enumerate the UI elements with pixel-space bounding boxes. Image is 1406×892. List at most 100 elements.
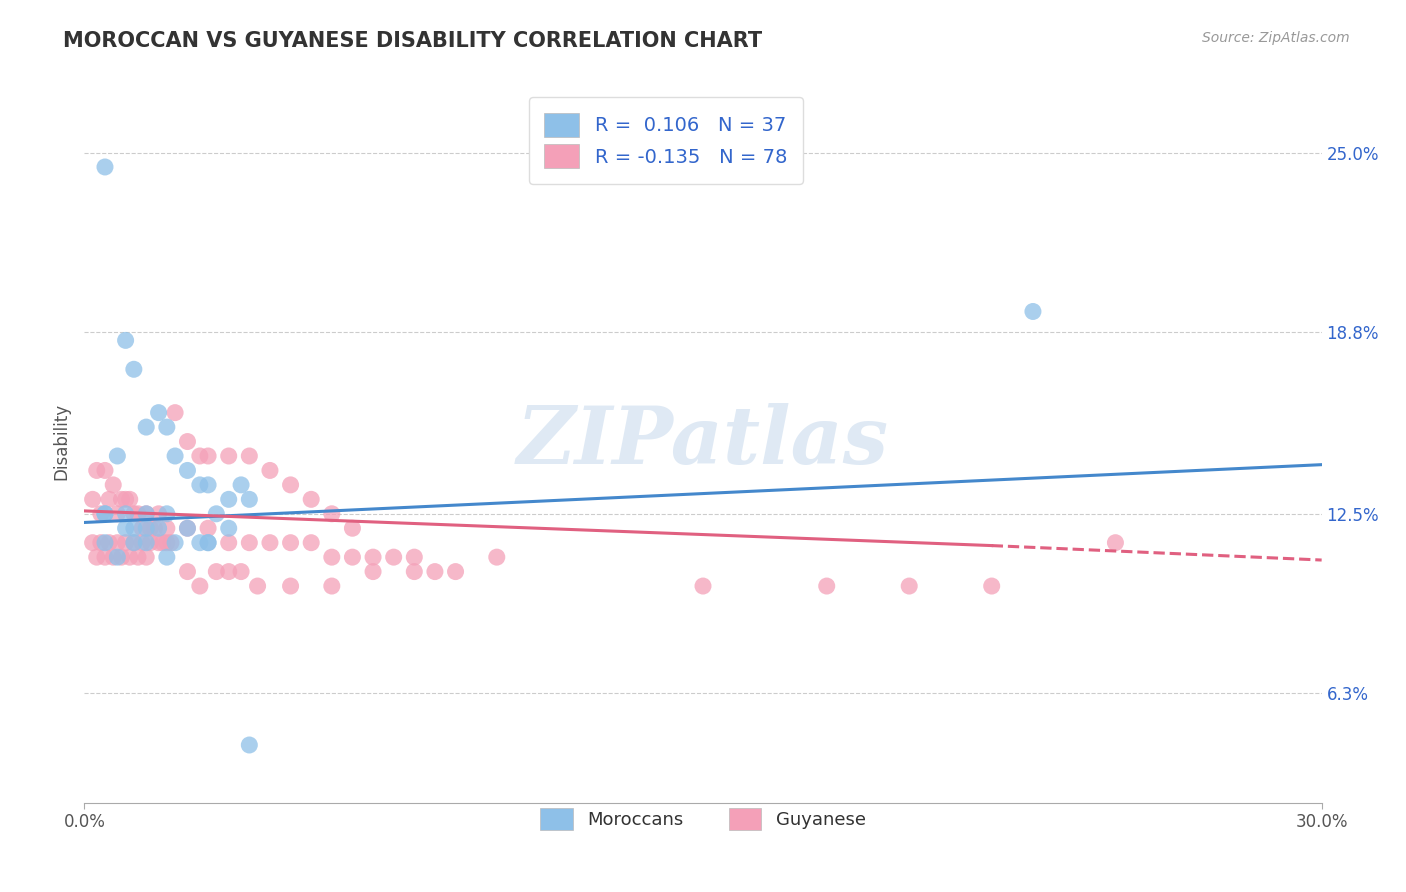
Point bbox=[156, 535, 179, 549]
Point bbox=[197, 535, 219, 549]
Point bbox=[188, 449, 211, 463]
Point bbox=[188, 535, 211, 549]
Point bbox=[197, 521, 219, 535]
Point bbox=[423, 565, 446, 579]
Point bbox=[82, 492, 104, 507]
Point bbox=[86, 550, 108, 565]
Point bbox=[94, 160, 117, 174]
Point bbox=[280, 478, 302, 492]
Point bbox=[103, 550, 125, 565]
Point bbox=[135, 420, 157, 434]
Point bbox=[118, 550, 141, 565]
Point bbox=[135, 507, 157, 521]
Point bbox=[218, 521, 240, 535]
Point bbox=[692, 579, 714, 593]
Point bbox=[361, 550, 384, 565]
Point bbox=[342, 550, 364, 565]
Point bbox=[127, 550, 149, 565]
Point bbox=[114, 507, 136, 521]
Point bbox=[404, 550, 426, 565]
Point bbox=[1104, 535, 1126, 549]
Point bbox=[143, 521, 166, 535]
Point bbox=[259, 463, 281, 477]
Point bbox=[165, 449, 187, 463]
Point bbox=[135, 507, 157, 521]
Point bbox=[156, 420, 179, 434]
Point bbox=[94, 535, 117, 549]
Point bbox=[156, 521, 179, 535]
Point bbox=[148, 535, 170, 549]
Point bbox=[105, 550, 128, 565]
Point bbox=[139, 521, 162, 535]
Point bbox=[110, 550, 132, 565]
Point bbox=[321, 507, 343, 521]
Point bbox=[131, 521, 153, 535]
Point bbox=[82, 535, 104, 549]
Point bbox=[114, 334, 136, 348]
Point bbox=[105, 535, 128, 549]
Point bbox=[218, 565, 240, 579]
Point bbox=[122, 507, 145, 521]
Point bbox=[176, 434, 198, 449]
Legend: Moroccans, Guyanese: Moroccans, Guyanese bbox=[526, 793, 880, 845]
Text: Source: ZipAtlas.com: Source: ZipAtlas.com bbox=[1202, 31, 1350, 45]
Point bbox=[361, 565, 384, 579]
Point bbox=[114, 535, 136, 549]
Point bbox=[103, 478, 125, 492]
Point bbox=[280, 535, 302, 549]
Point bbox=[135, 535, 157, 549]
Text: MOROCCAN VS GUYANESE DISABILITY CORRELATION CHART: MOROCCAN VS GUYANESE DISABILITY CORRELAT… bbox=[63, 31, 762, 51]
Point bbox=[404, 565, 426, 579]
Point bbox=[114, 521, 136, 535]
Text: ZIPatlas: ZIPatlas bbox=[517, 403, 889, 480]
Point bbox=[98, 535, 121, 549]
Point bbox=[110, 492, 132, 507]
Point bbox=[898, 579, 921, 593]
Point bbox=[980, 579, 1002, 593]
Point bbox=[165, 535, 187, 549]
Point bbox=[160, 535, 183, 549]
Point bbox=[122, 535, 145, 549]
Point bbox=[205, 507, 228, 521]
Point bbox=[299, 492, 322, 507]
Point bbox=[246, 579, 269, 593]
Point bbox=[118, 492, 141, 507]
Point bbox=[139, 535, 162, 549]
Point bbox=[105, 507, 128, 521]
Point bbox=[156, 507, 179, 521]
Point bbox=[382, 550, 405, 565]
Point bbox=[229, 565, 252, 579]
Point bbox=[259, 535, 281, 549]
Point bbox=[90, 535, 112, 549]
Point bbox=[94, 507, 117, 521]
Point bbox=[86, 463, 108, 477]
Point bbox=[114, 492, 136, 507]
Point bbox=[321, 550, 343, 565]
Point bbox=[188, 579, 211, 593]
Point bbox=[280, 579, 302, 593]
Point bbox=[176, 463, 198, 477]
Point bbox=[122, 535, 145, 549]
Point bbox=[299, 535, 322, 549]
Point bbox=[197, 449, 219, 463]
Point bbox=[176, 521, 198, 535]
Point bbox=[122, 362, 145, 376]
Point bbox=[98, 492, 121, 507]
Point bbox=[152, 535, 174, 549]
Point bbox=[135, 550, 157, 565]
Point bbox=[218, 535, 240, 549]
Point bbox=[94, 507, 117, 521]
Point bbox=[238, 535, 260, 549]
Point bbox=[90, 507, 112, 521]
Point bbox=[218, 492, 240, 507]
Point bbox=[229, 478, 252, 492]
Point bbox=[131, 535, 153, 549]
Point bbox=[94, 550, 117, 565]
Point bbox=[238, 738, 260, 752]
Point bbox=[148, 507, 170, 521]
Point bbox=[156, 550, 179, 565]
Y-axis label: Disability: Disability bbox=[52, 403, 70, 480]
Point bbox=[238, 492, 260, 507]
Point bbox=[176, 565, 198, 579]
Point bbox=[197, 478, 219, 492]
